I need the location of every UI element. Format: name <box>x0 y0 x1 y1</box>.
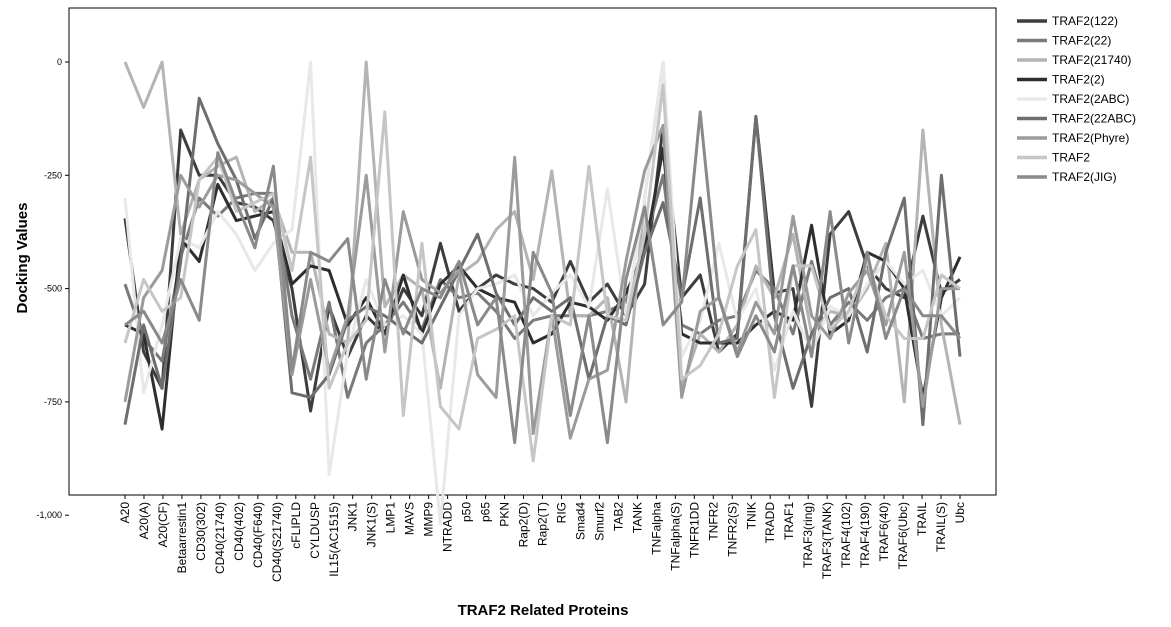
x-tick-label: TRAF6(Ubc) <box>896 502 910 569</box>
x-tick-label: TNFalpha <box>649 502 663 555</box>
x-tick-label: TRAF4(190) <box>858 502 872 568</box>
x-tick-label: RIG <box>554 502 568 523</box>
x-tick-label: TRAF6(40) <box>877 502 891 561</box>
x-tick-label: Rap2(T) <box>536 502 550 546</box>
x-tick-label: Rap2(D) <box>517 502 531 547</box>
x-tick-label: TNFalpha(S) <box>668 502 682 571</box>
x-tick-label: cFLIPLD <box>289 502 303 549</box>
x-tick-label: PKN <box>498 502 512 527</box>
x-tick-label: TRAF3(TANK) <box>820 502 834 579</box>
x-tick-label: Ubc <box>953 502 967 523</box>
x-tick-label: CD30(302) <box>194 502 208 561</box>
x-tick-label: TNFR2 <box>706 502 720 541</box>
legend-label: TRAF2(122) <box>1052 14 1118 28</box>
y-tick-label: -250 <box>44 170 62 180</box>
series-lines <box>123 60 962 526</box>
x-tick-label: A20(CF) <box>156 502 170 547</box>
x-tick-label: MMP9 <box>422 502 436 537</box>
x-tick-label: TNFR2(S) <box>725 502 739 557</box>
y-tick-label: -1,000 <box>36 510 62 520</box>
x-tick-label: CD40(402) <box>232 502 246 561</box>
x-tick-label: CD40(S21740) <box>270 502 284 582</box>
legend-label: TRAF2(2ABC) <box>1052 92 1129 106</box>
legend-label: TRAF2 <box>1052 151 1090 165</box>
x-tick-label: TRAIL(S) <box>934 502 948 552</box>
x-tick-label: NTRADD <box>441 502 455 552</box>
legend-label: TRAF2(22) <box>1052 34 1111 48</box>
x-tick-label: TRAF1 <box>782 502 796 540</box>
y-axis-title: Docking Values <box>14 203 31 314</box>
x-tick-label: JNK1(S) <box>365 502 379 547</box>
x-tick-label: LMP1 <box>384 502 398 534</box>
series-line <box>123 83 961 463</box>
y-tick-label: 0 <box>57 57 62 67</box>
x-tick-label: CD40(21740) <box>213 502 227 574</box>
y-axis: 0 -250 -500 -750 -1,000 <box>36 57 69 520</box>
x-tick-label: p50 <box>460 502 474 522</box>
x-tick-label: TNIK <box>744 502 758 529</box>
x-tick-label: TRADD <box>763 502 777 544</box>
x-tick-label: Betaarrestin1 <box>175 502 189 574</box>
series-line <box>123 96 962 427</box>
x-axis: A20 A20(A) A20(CF) Betaarrestin1 CD30(302) CD… <box>118 495 967 582</box>
x-tick-label: IL15(AC1515) <box>327 502 341 577</box>
legend-label: TRAF2(JIG) <box>1052 170 1117 184</box>
x-tick-label: JNK1 <box>346 502 360 532</box>
y-tick-label: -750 <box>44 397 62 407</box>
legend-label: TRAF2(2) <box>1052 73 1105 87</box>
x-tick-label: TRAIL <box>915 502 929 536</box>
legend-label: TRAF2(21740) <box>1052 53 1131 67</box>
legend: TRAF2(122) TRAF2(22) TRAF2(21740) TRAF2(2) T… <box>1017 14 1136 184</box>
x-tick-label: CD40(F640) <box>251 502 265 568</box>
legend-label: TRAF2(Phyre) <box>1052 131 1129 145</box>
series-line <box>123 123 960 440</box>
x-tick-label: TRAF4(102) <box>839 502 853 568</box>
x-tick-label: MAVS <box>403 502 417 535</box>
x-tick-label: Smad4 <box>573 502 587 540</box>
legend-label: TRAF2(22ABC) <box>1052 112 1136 126</box>
x-tick-label: TANK <box>630 502 644 533</box>
x-tick-label: TRAF3(ring) <box>801 502 815 568</box>
x-tick-label: CYLDUSP <box>308 502 322 559</box>
x-tick-label: A20 <box>118 502 132 524</box>
x-tick-label: Smurf2 <box>592 502 606 541</box>
x-tick-label: TAB2 <box>611 502 625 531</box>
x-tick-label: TNFR1DD <box>687 502 701 558</box>
x-tick-label: A20(A) <box>137 502 151 539</box>
series-line <box>124 110 962 445</box>
x-tick-label: p65 <box>479 502 493 522</box>
x-axis-title: TRAF2 Related Proteins <box>458 602 629 619</box>
y-tick-label: -500 <box>44 284 62 294</box>
